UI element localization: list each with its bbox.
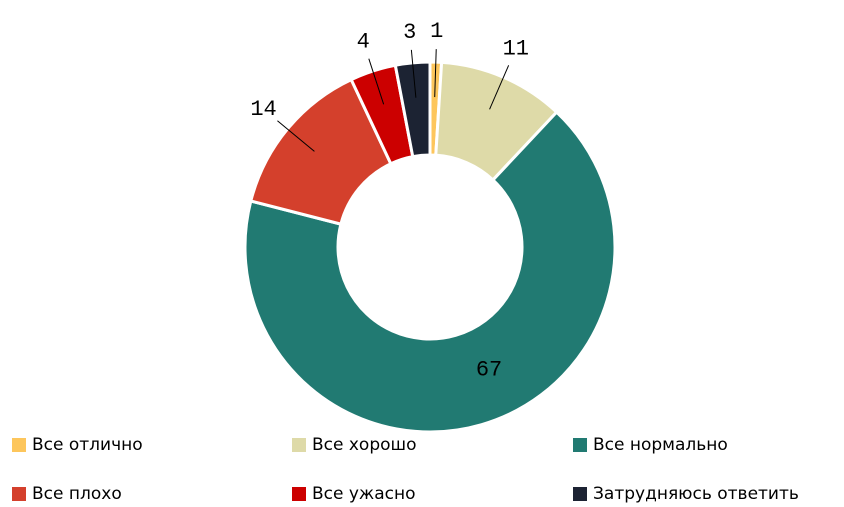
data-label: 4: [357, 29, 370, 54]
leader-line: [410, 49, 417, 98]
data-label: 14: [250, 97, 276, 122]
legend-swatch: [292, 487, 306, 501]
legend-swatch: [12, 487, 26, 501]
leader-line: [434, 49, 437, 98]
legend-label: Все ужасно: [312, 484, 416, 504]
legend-label: Затрудняюсь ответить: [593, 484, 799, 504]
data-label: 11: [503, 37, 529, 62]
legend-label: Все отлично: [32, 435, 143, 455]
leader-line: [368, 58, 385, 105]
leader-line: [489, 65, 510, 110]
donut-slice: [243, 110, 617, 434]
legend-swatch: [573, 487, 587, 501]
donut-slice: [393, 60, 432, 159]
data-label: 3: [403, 20, 416, 45]
legend-swatch: [573, 438, 587, 452]
leader-line: [277, 120, 315, 152]
legend-label: Все плохо: [32, 484, 122, 504]
legend-label: Все хорошо: [312, 435, 416, 455]
data-label: 67: [476, 357, 502, 382]
legend-swatch: [12, 438, 26, 452]
legend-label: Все нормально: [593, 435, 728, 455]
data-label: 1: [430, 19, 443, 44]
legend-swatch: [292, 438, 306, 452]
